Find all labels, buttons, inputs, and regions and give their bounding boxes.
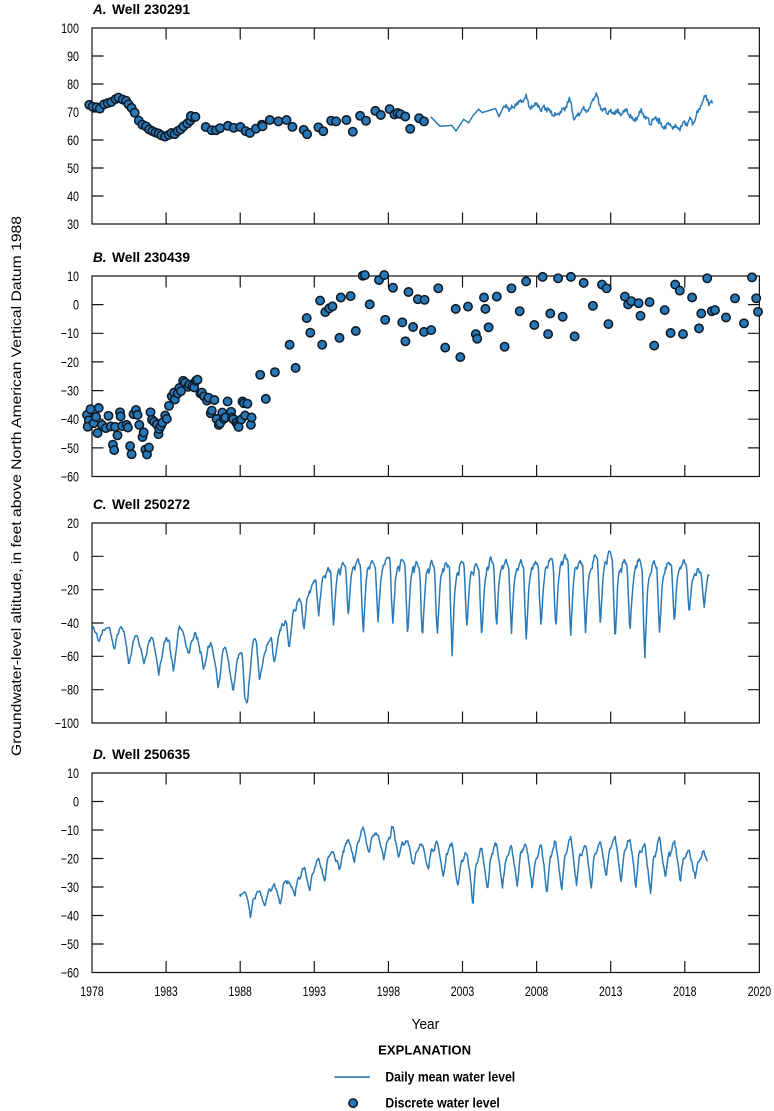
svg-text:1988: 1988: [229, 984, 252, 999]
svg-text:1998: 1998: [377, 984, 400, 999]
svg-text:Well 230291: Well 230291: [112, 2, 190, 17]
svg-text:0: 0: [73, 794, 79, 809]
svg-text:−60: −60: [61, 649, 79, 664]
svg-text:−40: −40: [61, 908, 79, 923]
svg-text:Year: Year: [412, 1016, 440, 1033]
svg-text:0: 0: [73, 298, 79, 313]
svg-text:10: 10: [67, 766, 79, 781]
svg-text:−40: −40: [61, 616, 79, 631]
svg-text:Well 250272: Well 250272: [112, 497, 190, 512]
svg-text:Well 230439: Well 230439: [112, 250, 190, 265]
svg-text:40: 40: [67, 189, 79, 204]
svg-text:2003: 2003: [451, 984, 474, 999]
svg-text:1983: 1983: [154, 984, 177, 999]
svg-text:Daily mean water level: Daily mean water level: [385, 1069, 515, 1084]
svg-text:10: 10: [67, 269, 79, 284]
svg-text:B.: B.: [93, 250, 107, 265]
svg-text:A.: A.: [92, 2, 107, 17]
svg-text:−30: −30: [61, 880, 79, 895]
svg-text:1993: 1993: [303, 984, 326, 999]
svg-text:0: 0: [73, 549, 79, 564]
svg-text:80: 80: [67, 77, 79, 92]
svg-text:70: 70: [67, 105, 79, 120]
svg-text:−10: −10: [61, 326, 79, 341]
svg-text:EXPLANATION: EXPLANATION: [378, 1042, 471, 1057]
svg-text:−80: −80: [61, 683, 79, 698]
svg-text:2008: 2008: [525, 984, 548, 999]
svg-text:2018: 2018: [673, 984, 696, 999]
svg-text:Discrete water level: Discrete water level: [385, 1095, 499, 1110]
svg-text:1978: 1978: [80, 984, 103, 999]
svg-text:Groundwater-level altitude, in: Groundwater-level altitude, in feet abov…: [8, 216, 24, 756]
svg-text:2013: 2013: [599, 984, 622, 999]
svg-text:D.: D.: [93, 747, 107, 762]
svg-text:90: 90: [67, 49, 79, 64]
svg-text:−30: −30: [61, 384, 79, 399]
svg-text:−50: −50: [61, 937, 79, 952]
svg-text:−50: −50: [61, 441, 79, 456]
svg-text:−60: −60: [61, 469, 79, 484]
svg-text:C.: C.: [93, 497, 107, 512]
svg-text:−10: −10: [61, 823, 79, 838]
svg-text:100: 100: [61, 21, 79, 36]
svg-text:Well 250635: Well 250635: [112, 747, 190, 762]
svg-text:−100: −100: [55, 716, 79, 731]
svg-text:60: 60: [67, 133, 79, 148]
svg-text:50: 50: [67, 161, 79, 176]
svg-text:−20: −20: [61, 583, 79, 598]
svg-text:−20: −20: [61, 851, 79, 866]
svg-text:2020: 2020: [748, 984, 771, 999]
svg-text:−20: −20: [61, 355, 79, 370]
svg-text:20: 20: [67, 516, 79, 531]
svg-text:−60: −60: [61, 965, 79, 980]
svg-text:30: 30: [67, 217, 79, 232]
svg-text:−40: −40: [61, 412, 79, 427]
